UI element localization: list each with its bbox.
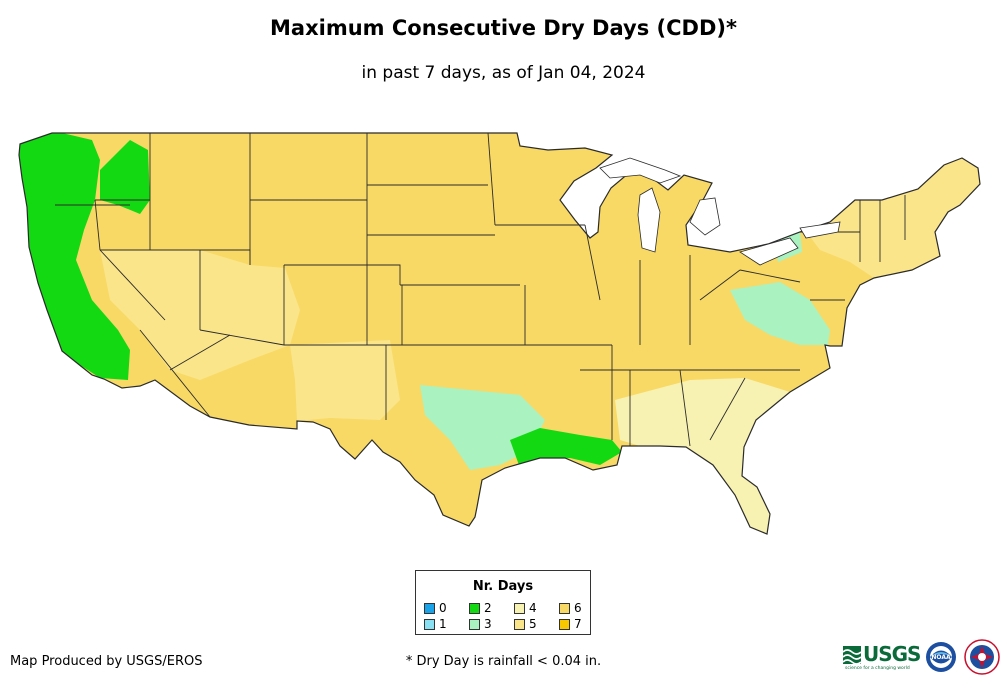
usgs-logo-text: USGS — [863, 642, 921, 666]
legend: Nr. Days 0 1 2 3 4 5 6 7 — [415, 570, 591, 635]
state-border — [284, 264, 401, 285]
state-border — [94, 199, 101, 251]
cdd-zone-6-days — [250, 133, 700, 345]
footnote-text: * Dry Day is rainfall < 0.04 in. — [405, 654, 602, 669]
state-border — [679, 369, 691, 447]
credit-text: Map Produced by USGS/EROS — [10, 654, 203, 669]
state-border — [709, 377, 746, 441]
legend-title: Nr. Days — [472, 579, 534, 594]
cdd-fill-layer — [19, 133, 980, 534]
legend-label: 5 — [529, 617, 537, 631]
noaa-logo-text: NOAA — [931, 654, 951, 661]
legend-swatch — [469, 619, 480, 630]
cdd-zone-3-days — [730, 282, 830, 345]
legend-swatch — [514, 603, 525, 614]
legend-swatch — [514, 619, 525, 630]
legend-label: 7 — [574, 617, 582, 631]
legend-label: 4 — [529, 601, 537, 615]
cdd-zone-4-days — [615, 378, 790, 534]
cdd-zone-2-days — [100, 140, 150, 214]
lake-shape — [799, 221, 841, 239]
usgs-tagline: science for a changing world — [845, 666, 910, 671]
legend-label: 0 — [439, 601, 447, 615]
state-border — [739, 269, 801, 283]
state-border — [699, 269, 741, 301]
legend-swatch — [424, 619, 435, 630]
lake-shape — [689, 197, 721, 236]
state-border — [99, 249, 166, 321]
state-border — [199, 329, 285, 346]
map-subtitle: in past 7 days, as of Jan 04, 2024 — [361, 63, 646, 83]
usgs-wave-icon — [843, 646, 861, 664]
lake-shape — [599, 157, 682, 184]
nws-logo — [964, 639, 1000, 675]
legend-swatch — [424, 603, 435, 614]
noaa-logo: NOAA — [926, 642, 956, 672]
cdd-zone-6-days — [520, 330, 800, 420]
lake-shape — [637, 187, 661, 253]
legend-swatch — [469, 603, 480, 614]
state-border — [169, 334, 231, 371]
usgs-logo: USGS science for a changing world — [843, 642, 921, 672]
state-border — [584, 224, 601, 301]
legend-label: 1 — [439, 617, 447, 631]
legend-swatch — [559, 619, 570, 630]
cdd-zone-2-days — [19, 133, 130, 380]
cdd-zone-5-days — [800, 158, 980, 278]
legend-label: 6 — [574, 601, 582, 615]
legend-swatch — [559, 603, 570, 614]
lake-shape — [739, 237, 799, 266]
legend-label: 2 — [484, 601, 492, 615]
map-title: Maximum Consecutive Dry Days (CDD)* — [270, 16, 737, 40]
state-border — [487, 132, 496, 226]
legend-label: 3 — [484, 617, 492, 631]
state-border — [139, 329, 211, 418]
agency-logos: USGS science for a changing world NOAA — [843, 638, 1003, 678]
cdd-zone-5-days — [290, 340, 400, 421]
